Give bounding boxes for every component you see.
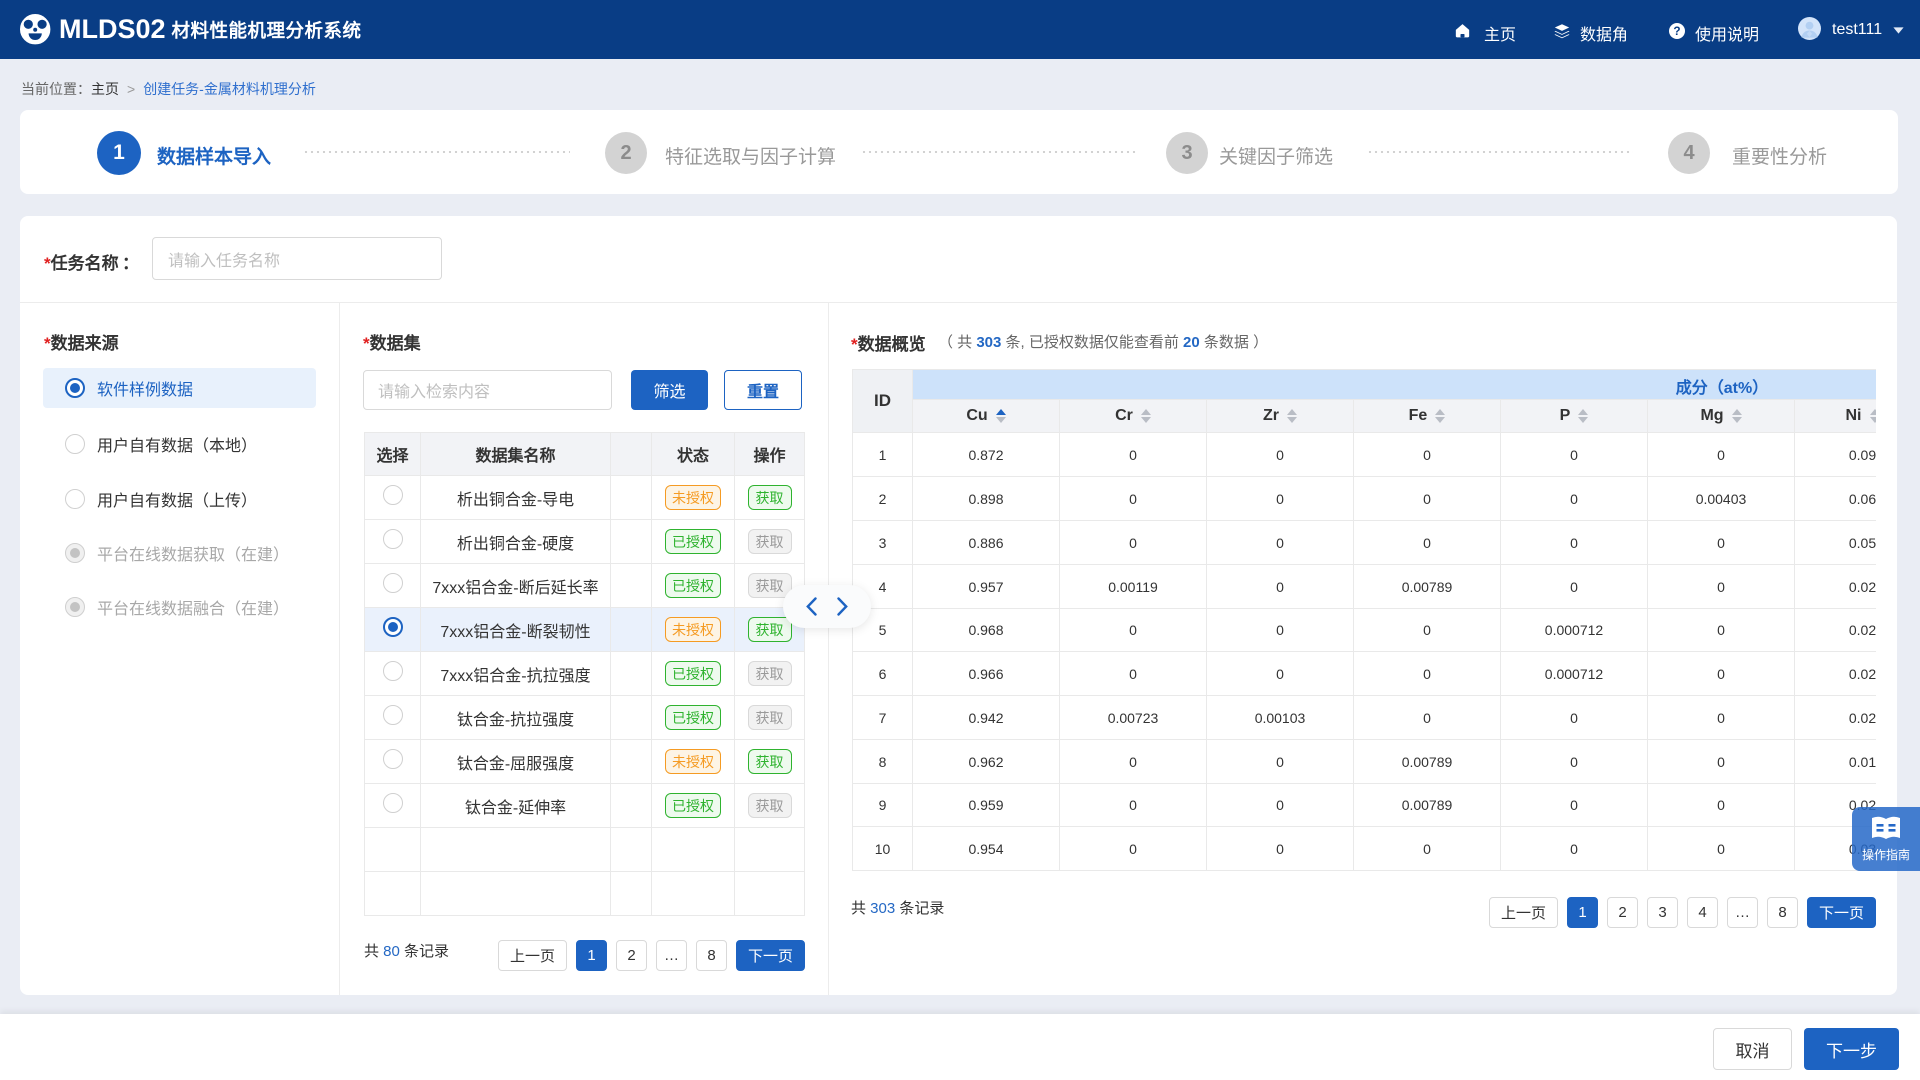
svg-text:?: ? xyxy=(1673,25,1680,38)
